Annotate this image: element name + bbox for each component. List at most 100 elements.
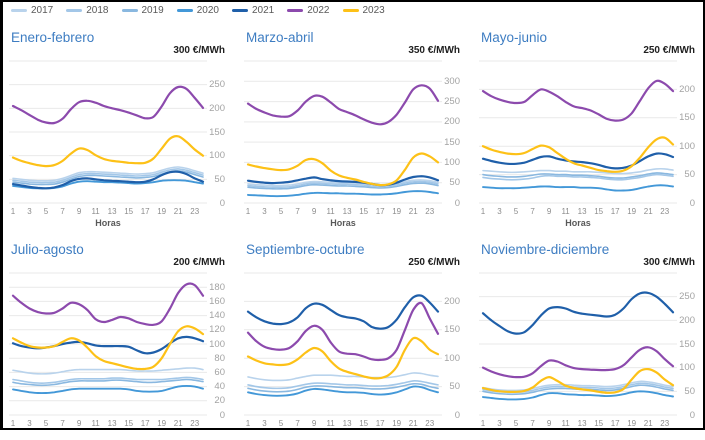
y-tick-label-250: 250 <box>444 96 460 108</box>
charts-grid: Enero-febrero 300 €/MWh 250 200 150 100 50 0 1… <box>3 2 705 432</box>
x-axis-title: Horas <box>330 218 356 228</box>
x-tick-label-21: 21 <box>643 419 653 428</box>
series-line-2018 <box>12 168 204 184</box>
series-line-2020 <box>247 190 439 198</box>
legend-item-2020: 2020 <box>176 5 219 16</box>
y-tick-label-50: 50 <box>449 381 460 393</box>
legend-swatch <box>232 9 248 12</box>
series-line-2022 <box>11 282 205 327</box>
y-tick-label-0: 0 <box>219 197 225 209</box>
y-tick-label-0: 0 <box>454 409 460 421</box>
series-line-2018 <box>12 376 204 384</box>
series-line-2018 <box>247 380 439 390</box>
y-tick-label-100: 100 <box>209 150 225 162</box>
x-axis-title: Horas <box>565 218 591 228</box>
chart-title: Noviembre-diciembre <box>481 242 610 257</box>
x-tick-label-23: 23 <box>425 207 435 216</box>
x-axis-title: Horas <box>95 218 121 228</box>
x-tick-label-1: 1 <box>480 207 486 216</box>
series-line-2018 <box>247 180 439 188</box>
y-tick-label-150: 150 <box>679 112 695 124</box>
series-line-2021 <box>11 335 205 355</box>
series-line-2023 <box>481 367 675 394</box>
y-tick-label-150: 150 <box>444 136 460 148</box>
x-tick-label-17: 17 <box>375 207 385 216</box>
y-tick-label-200: 200 <box>444 295 460 307</box>
chart-title: Julio-agosto <box>11 242 84 257</box>
x-tick-label-1: 1 <box>245 207 251 216</box>
legend-swatch <box>66 9 83 12</box>
y-tick-label-50: 50 <box>684 385 695 397</box>
series-line-2023 <box>11 135 205 168</box>
series-line-2017 <box>12 166 204 182</box>
x-tick-label-11: 11 <box>91 419 100 428</box>
x-tick-label-13: 13 <box>342 419 352 428</box>
chart-title: Enero-febrero <box>11 30 95 45</box>
series-line-2017 <box>482 167 674 175</box>
axis-max-label: 300 €/MWh <box>173 45 225 56</box>
y-tick-label-0: 0 <box>454 197 460 209</box>
chart-cell-5: Septiembre-octubre 250 €/MWh 200 150 100 50… <box>238 240 473 440</box>
legend-label: 2017 <box>31 5 54 16</box>
x-tick-label-13: 13 <box>342 207 352 216</box>
x-tick-label-1: 1 <box>10 419 16 428</box>
x-tick-label-3: 3 <box>497 207 502 216</box>
x-tick-label-7: 7 <box>295 207 300 216</box>
plot-area <box>244 60 442 204</box>
series-line-2020 <box>482 390 674 401</box>
series-line-2019 <box>482 172 674 179</box>
x-tick-label-13: 13 <box>577 207 587 216</box>
x-tick-label-21: 21 <box>408 207 418 216</box>
legend-label: 2022 <box>307 5 330 16</box>
y-tick-label-40: 40 <box>214 381 225 393</box>
chart-cell-6: Noviembre-diciembre 300 €/MWh 250 200 150 1… <box>473 240 705 440</box>
y-tick-label-150: 150 <box>679 338 695 350</box>
chart-cell-1: Enero-febrero 300 €/MWh 250 200 150 100 50 0 1… <box>3 28 238 228</box>
x-tick-label-15: 15 <box>124 207 134 216</box>
legend-label: 2018 <box>86 5 109 16</box>
legend-swatch <box>287 9 304 12</box>
x-tick-label-5: 5 <box>513 419 519 428</box>
x-tick-label-9: 9 <box>76 419 82 428</box>
series-line-2019 <box>247 382 439 393</box>
series-line-2022 <box>481 79 675 122</box>
x-tick-label-5: 5 <box>43 207 49 216</box>
x-tick-label-23: 23 <box>190 207 200 216</box>
chart-cell-3: Mayo-junio 250 €/MWh 200 150 100 50 0 1 3 5 7 9 11… <box>473 28 705 228</box>
x-tick-label-5: 5 <box>278 207 284 216</box>
y-tick-label-150: 150 <box>444 324 460 336</box>
x-tick-label-3: 3 <box>497 419 502 428</box>
x-tick-label-17: 17 <box>375 419 385 428</box>
y-tick-label-100: 100 <box>444 156 460 168</box>
y-tick-label-200: 200 <box>209 102 225 114</box>
legend-swatch <box>121 9 138 12</box>
y-tick-label-120: 120 <box>209 324 225 336</box>
x-tick-label-5: 5 <box>513 207 519 216</box>
y-tick-label-50: 50 <box>684 169 695 181</box>
y-tick-label-250: 250 <box>209 79 225 91</box>
series-line-2019 <box>12 378 204 387</box>
y-tick-label-140: 140 <box>209 310 225 322</box>
plot-area <box>479 60 677 204</box>
legend-item-2018: 2018 <box>66 5 109 16</box>
x-tick-label-3: 3 <box>262 207 267 216</box>
plot-area <box>9 60 207 204</box>
legend-item-2021: 2021 <box>232 5 274 16</box>
series-line-2021 <box>481 152 675 170</box>
x-tick-label-19: 19 <box>627 419 637 428</box>
x-tick-label-9: 9 <box>546 207 552 216</box>
x-tick-label-7: 7 <box>60 419 65 428</box>
legend-item-2022: 2022 <box>287 5 330 16</box>
y-tick-label-80: 80 <box>214 352 225 364</box>
x-tick-label-17: 17 <box>140 419 150 428</box>
x-tick-label-3: 3 <box>27 207 32 216</box>
legend-item-2023: 2023 <box>342 5 385 16</box>
x-tick-label-21: 21 <box>173 207 183 216</box>
series-line-2020 <box>247 385 439 397</box>
x-tick-label-9: 9 <box>311 207 317 216</box>
dashboard: { "colors": { "2017": "#b9d3ec", "2018":… <box>0 0 705 430</box>
x-tick-label-11: 11 <box>561 419 570 428</box>
legend-item-2019: 2019 <box>121 5 164 16</box>
y-tick-label-300: 300 <box>444 75 460 87</box>
y-tick-label-200: 200 <box>679 314 695 326</box>
